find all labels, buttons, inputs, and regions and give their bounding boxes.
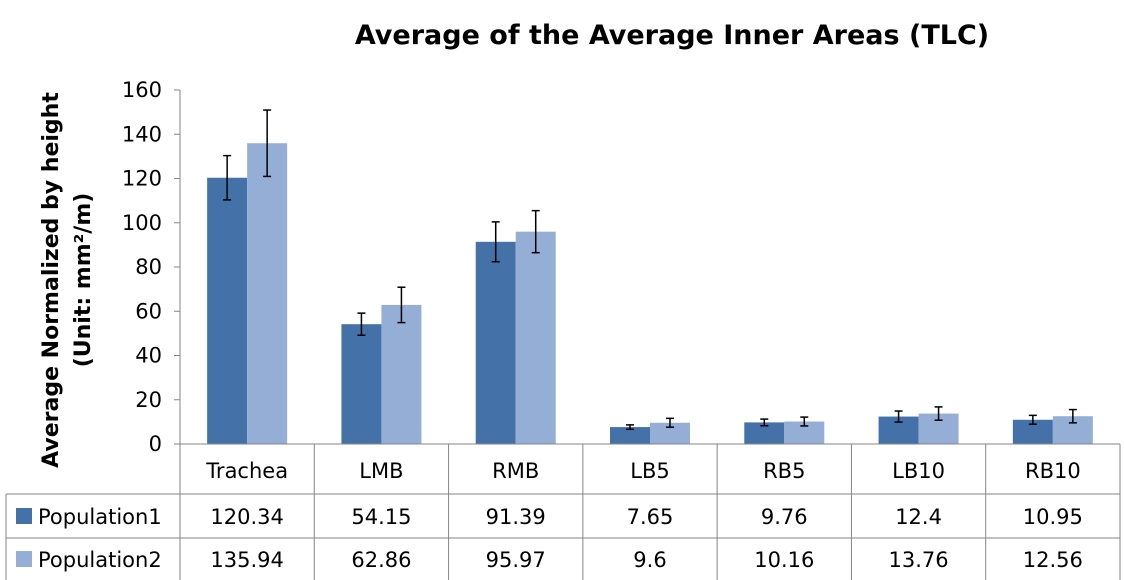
bar-population2-trachea: [247, 143, 288, 444]
bar-population1-rb5: [744, 422, 785, 444]
y-tick-label: 80: [135, 255, 162, 279]
y-axis-label-line1: Average Normalized by height: [39, 92, 64, 468]
x-tick-label: Trachea: [205, 459, 288, 483]
data-table-cell: 12.4: [895, 505, 942, 529]
legend-swatch: [16, 551, 32, 567]
data-table-cell: 9.6: [633, 548, 666, 572]
x-tick-label: LB10: [892, 459, 945, 483]
bar-population1-rmb: [475, 241, 516, 444]
data-table-cell: 135.94: [210, 548, 283, 572]
chart-title: Average of the Average Inner Areas (TLC): [355, 20, 989, 51]
bar-population2-lb5: [650, 422, 690, 444]
data-table-cell: 10.95: [1023, 505, 1083, 529]
y-tick-label: 100: [122, 211, 162, 235]
data-table-cell: 7.65: [627, 505, 674, 529]
x-tick-label: RMB: [492, 459, 539, 483]
x-tick-label: LMB: [359, 459, 403, 483]
y-axis-label-line2: (Unit: mm²/m): [71, 193, 96, 368]
bar-population2-lmb: [381, 304, 422, 444]
x-tick-label: RB5: [763, 459, 805, 483]
bar-population1-trachea: [207, 177, 248, 445]
bar-population1-lb5: [610, 427, 650, 444]
y-tick-label: 40: [135, 344, 162, 368]
legend-swatch: [16, 508, 32, 524]
y-tick-label: 60: [135, 299, 162, 323]
data-table-cell: 13.76: [889, 548, 949, 572]
data-table: Trachea LMB RMB LB5 RB5 LB10 RB10 Population1 12…: [5, 443, 1121, 580]
y-tick-label: 160: [122, 78, 162, 102]
data-table-cell: 12.56: [1023, 548, 1083, 572]
data-table-cell: 54.15: [351, 505, 411, 529]
y-tick-label: 120: [122, 167, 162, 191]
y-tick-label: 140: [122, 122, 162, 146]
y-tick-label: 0: [149, 432, 162, 456]
y-tick-label: 20: [135, 388, 162, 412]
plot-area: 0 20 40 60 80 100 120 140 160: [122, 78, 1093, 456]
data-table-cell: 91.39: [486, 505, 546, 529]
data-table-cell: 9.76: [761, 505, 808, 529]
data-table-cell: 10.16: [754, 548, 814, 572]
data-table-cell: 120.34: [210, 505, 283, 529]
bar-population1-lmb: [341, 324, 382, 444]
bar-population2-rb5: [784, 421, 825, 444]
x-tick-label: LB5: [630, 459, 669, 483]
legend-entry: Population2: [38, 548, 162, 572]
data-table-cell: 95.97: [486, 548, 546, 572]
legend-entry: Population1: [38, 505, 162, 529]
x-tick-label: RB10: [1025, 459, 1081, 483]
data-table-cell: 62.86: [351, 548, 411, 572]
bar-population2-rmb: [515, 231, 556, 444]
